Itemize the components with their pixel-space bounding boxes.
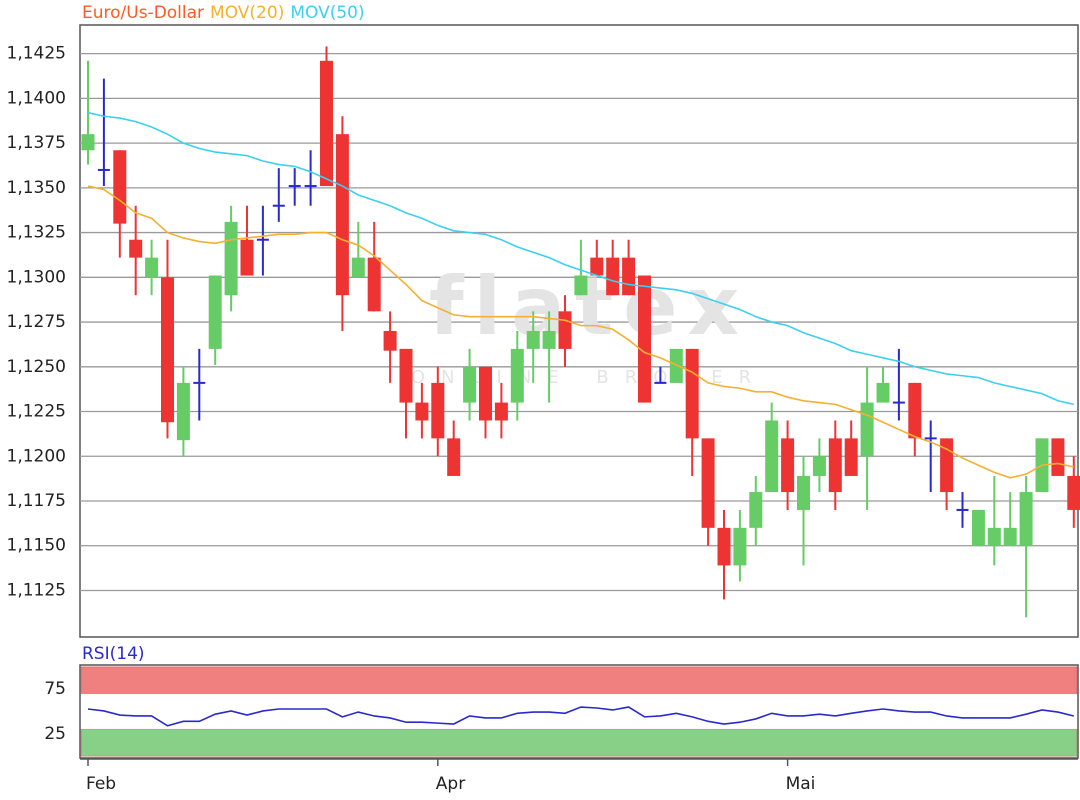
y-tick-label: 1,1250 <box>7 357 66 377</box>
legend-entry: Euro/Us-Dollar <box>82 3 204 23</box>
candle-body <box>876 382 890 403</box>
y-tick-label: 25 <box>44 724 66 744</box>
candle-body <box>828 438 842 493</box>
candle-body <box>590 257 604 276</box>
candle-body <box>638 275 651 403</box>
candle-body <box>812 456 826 476</box>
candle-body <box>685 348 699 439</box>
candle-body <box>1019 492 1033 546</box>
candle-body <box>971 509 985 546</box>
y-tick-label: 1,1375 <box>7 133 66 153</box>
candle-body <box>844 438 858 476</box>
y-tick-label: 1,1300 <box>7 267 66 287</box>
legend-entry: MOV(20) <box>210 3 284 23</box>
candle-body <box>208 275 222 349</box>
candle-body <box>781 438 795 493</box>
rsi-band <box>80 728 1078 757</box>
candle-body <box>351 257 365 278</box>
candle-body <box>510 348 524 403</box>
candle-body <box>81 134 95 151</box>
x-tick-label: Apr <box>436 774 465 794</box>
y-tick-label: 1,1275 <box>7 312 66 332</box>
candle-body <box>494 402 508 421</box>
y-tick-label: 1,1325 <box>7 223 66 243</box>
candle-body <box>367 257 381 312</box>
candle-body <box>399 348 413 403</box>
candle-body <box>113 150 127 224</box>
y-tick-label: 1,1175 <box>7 491 66 511</box>
plot-area <box>79 24 1079 638</box>
x-tick-label: Mai <box>786 774 816 794</box>
candle-body <box>145 257 159 278</box>
candle-body <box>606 257 620 296</box>
candle-body <box>161 277 174 423</box>
y-tick-label: 1,1225 <box>7 402 66 422</box>
watermark: flatex <box>429 260 749 353</box>
moving-average-line <box>87 185 1074 479</box>
candle-body <box>669 348 683 383</box>
legend-entry: RSI(14) <box>82 644 145 664</box>
candle-body <box>1003 527 1017 546</box>
candle-body <box>717 527 731 566</box>
candle-body <box>526 331 540 349</box>
y-tick-label: 1,1150 <box>7 536 66 556</box>
y-tick-label: 1,1200 <box>7 446 66 466</box>
candle-body <box>224 221 238 296</box>
candle-body <box>176 382 190 441</box>
candle-body <box>463 366 477 403</box>
candle-body <box>335 134 349 296</box>
candle-body <box>479 366 492 421</box>
candle-body <box>1067 475 1080 510</box>
candle-body <box>542 331 556 349</box>
y-tick-label: 1,1400 <box>7 88 66 108</box>
candle-body <box>765 420 779 493</box>
candle-body <box>733 527 747 566</box>
y-tick-label: 1,1125 <box>7 580 66 600</box>
moving-average-line <box>87 111 1074 406</box>
candle-body <box>1051 438 1065 476</box>
rsi-line <box>87 706 1074 727</box>
candle-body <box>908 382 922 439</box>
candle-body <box>701 438 715 528</box>
candle-body <box>622 257 636 296</box>
legend-entry: MOV(50) <box>290 3 364 23</box>
candle-body <box>431 382 445 439</box>
y-tick-label: 75 <box>44 679 66 699</box>
candle-body <box>415 402 429 421</box>
candle-body <box>749 492 763 528</box>
candle-body <box>797 475 810 510</box>
candle-body <box>320 60 333 187</box>
candle-body <box>987 527 1001 546</box>
candle-body <box>574 275 588 296</box>
candle-body <box>558 311 572 349</box>
candle-body <box>129 239 143 258</box>
y-tick-label: 1,1350 <box>7 178 66 198</box>
candle-body <box>860 402 874 457</box>
candle-body <box>240 239 254 276</box>
y-tick-label: 1,1425 <box>7 44 66 64</box>
candle-body <box>447 438 461 476</box>
rsi-band <box>80 666 1078 695</box>
candle-body <box>383 331 397 351</box>
x-tick-label: Feb <box>86 774 116 794</box>
